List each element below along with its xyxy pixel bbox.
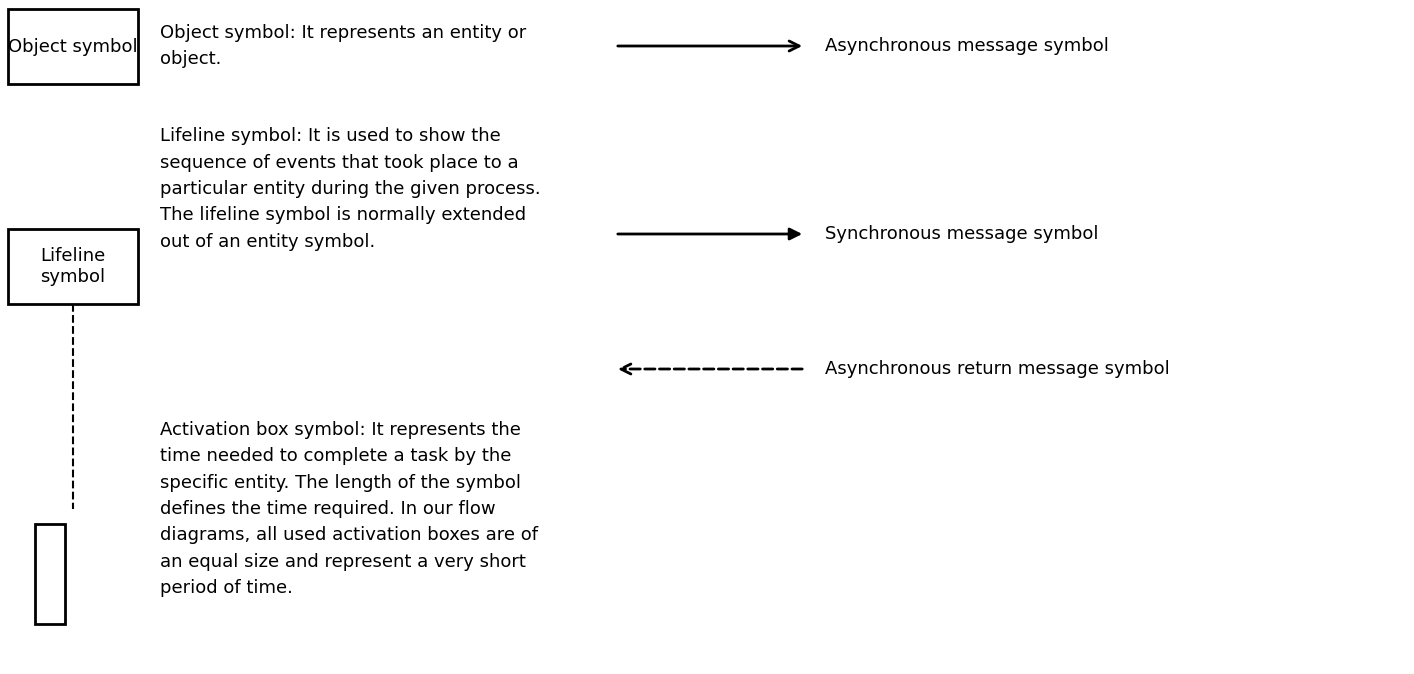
Text: Synchronous message symbol: Synchronous message symbol bbox=[824, 225, 1099, 243]
Text: Asynchronous return message symbol: Asynchronous return message symbol bbox=[824, 360, 1169, 378]
Text: Object symbol: Object symbol bbox=[8, 38, 137, 55]
Bar bbox=[8, 229, 139, 304]
Text: Activation box symbol: It represents the
time needed to complete a task by the
s: Activation box symbol: It represents the… bbox=[160, 421, 537, 597]
Text: Lifeline
symbol: Lifeline symbol bbox=[41, 247, 106, 286]
Bar bbox=[35, 524, 65, 624]
Text: Object symbol: It represents an entity or
object.: Object symbol: It represents an entity o… bbox=[160, 24, 526, 68]
Text: Lifeline symbol: It is used to show the
sequence of events that took place to a
: Lifeline symbol: It is used to show the … bbox=[160, 127, 540, 251]
Text: Asynchronous message symbol: Asynchronous message symbol bbox=[824, 37, 1109, 55]
Bar bbox=[8, 9, 139, 84]
